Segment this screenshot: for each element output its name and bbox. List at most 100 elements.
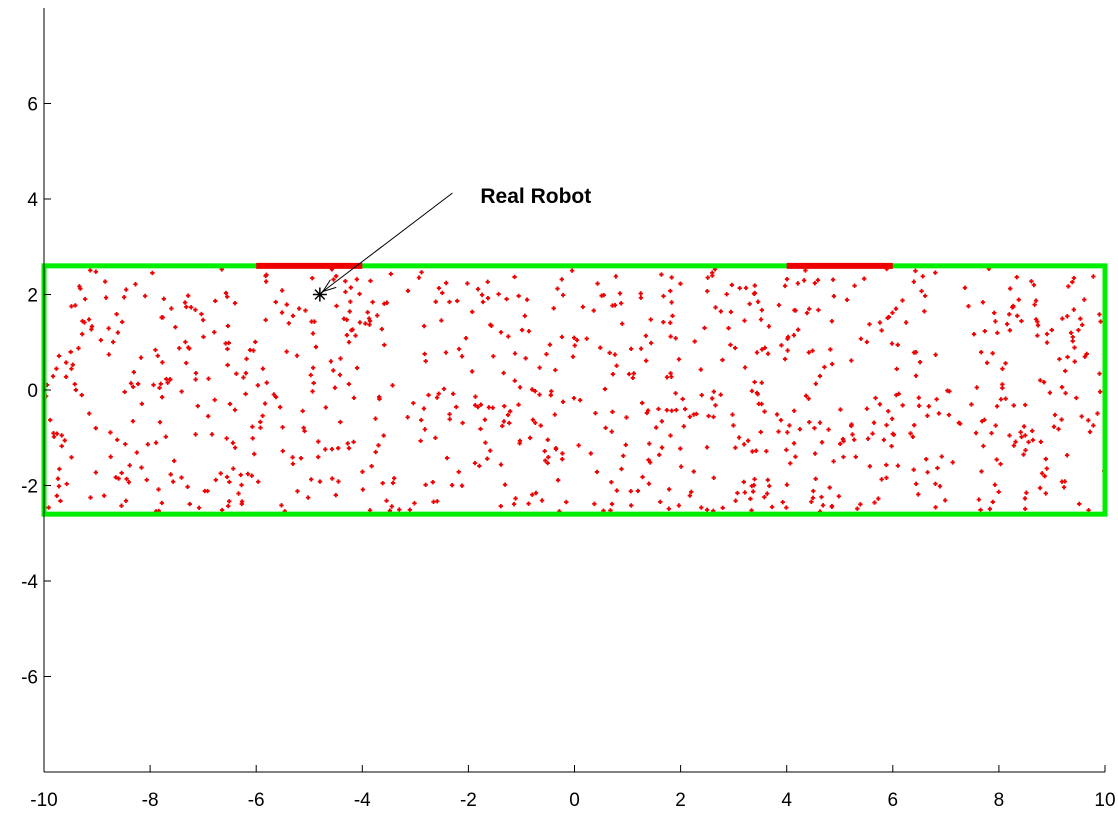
- particle-point: [855, 506, 860, 511]
- particle-point: [687, 414, 693, 419]
- particle-point: [669, 300, 674, 305]
- particle-point: [331, 368, 336, 373]
- particle-point: [552, 412, 558, 417]
- particle-point: [980, 300, 986, 305]
- particle-point: [93, 425, 98, 431]
- particle-point: [86, 317, 92, 322]
- particle-point: [1061, 485, 1067, 490]
- particle-point: [56, 353, 62, 359]
- particle-point: [439, 318, 444, 323]
- particle-point: [290, 455, 295, 460]
- particle-point: [969, 402, 974, 407]
- particle-point: [733, 498, 738, 503]
- particle-point: [373, 416, 378, 421]
- particle-point: [231, 466, 236, 471]
- arrow-head: [321, 279, 337, 293]
- particle-point: [691, 469, 696, 474]
- particle-point: [224, 474, 230, 480]
- particle-point: [227, 479, 232, 485]
- particle-point: [733, 345, 738, 351]
- annotation-layer: Real Robot: [312, 185, 591, 302]
- axes-layer: -10 -8 -6 -4 -2 0 2 4 6 8 10 -6 -4 -2 0 2 4 6: [21, 8, 1116, 811]
- x-tick-label: -4: [354, 790, 371, 811]
- particle-point: [353, 333, 358, 338]
- particle-point: [177, 346, 182, 351]
- particle-point: [791, 408, 797, 413]
- particle-point: [388, 271, 394, 277]
- particle-point: [617, 291, 623, 296]
- particle-point: [877, 402, 883, 407]
- particle-point: [1060, 316, 1065, 321]
- particle-point: [77, 284, 82, 289]
- particle-point: [47, 417, 53, 423]
- particle-point: [433, 299, 438, 304]
- particle-point: [1074, 395, 1079, 401]
- particle-point: [480, 299, 486, 305]
- particle-point: [976, 497, 982, 502]
- particle-point: [376, 443, 381, 448]
- particle-point: [1071, 307, 1077, 312]
- particle-point: [121, 295, 127, 300]
- particle-point: [993, 319, 998, 324]
- particle-point: [502, 482, 508, 487]
- particle-point: [150, 270, 155, 276]
- particle-point: [73, 387, 79, 393]
- particle-point: [159, 395, 165, 400]
- particle-point: [106, 352, 112, 357]
- particle-point: [884, 422, 889, 428]
- particle-point: [957, 421, 963, 426]
- particle-point: [592, 501, 597, 507]
- particle-point: [1011, 403, 1016, 408]
- particle-point: [943, 498, 948, 503]
- particle-point: [280, 425, 285, 430]
- particle-point: [526, 501, 531, 506]
- x-tick-label: 6: [888, 790, 899, 811]
- particle-point: [962, 285, 968, 291]
- particle-point: [225, 323, 231, 329]
- particle-point: [609, 501, 615, 507]
- particle-point: [657, 452, 662, 458]
- particle-point: [360, 469, 365, 474]
- particle-point: [742, 365, 748, 370]
- particle-point: [224, 436, 229, 441]
- particle-point: [853, 454, 858, 460]
- particle-point: [780, 499, 785, 505]
- particle-point: [226, 503, 231, 509]
- particle-point: [106, 326, 111, 331]
- particle-point: [743, 285, 749, 291]
- particle-point: [51, 434, 57, 439]
- particle-point: [504, 296, 509, 302]
- particle-point: [201, 334, 206, 340]
- annotation-label: Real Robot: [480, 185, 591, 208]
- particle-point: [88, 495, 93, 500]
- particle-point: [829, 318, 835, 324]
- particle-point: [199, 311, 204, 317]
- particle-point: [1038, 378, 1043, 383]
- particle-point: [1004, 321, 1010, 327]
- particle-point: [811, 488, 816, 494]
- particle-point: [89, 327, 94, 332]
- particle-point: [187, 501, 192, 507]
- particle-point: [571, 335, 577, 340]
- particle-point: [668, 433, 673, 438]
- particle-point: [173, 324, 178, 330]
- particle-point: [982, 417, 987, 423]
- particle-point: [161, 296, 167, 302]
- particle-point: [645, 408, 651, 413]
- particle-point: [895, 342, 900, 348]
- particle-point: [435, 499, 440, 504]
- particle-point: [841, 454, 846, 460]
- particle-point: [966, 304, 971, 309]
- particle-point: [57, 466, 62, 472]
- particle-point: [1065, 314, 1070, 319]
- particle-point: [817, 373, 823, 379]
- particle-point: [812, 280, 818, 286]
- particle-point: [344, 332, 350, 338]
- particle-point: [889, 443, 894, 449]
- particle-point: [826, 427, 831, 432]
- particle-point: [478, 426, 483, 432]
- particle-point: [391, 476, 397, 481]
- particle-point: [730, 412, 735, 417]
- particle-point: [155, 353, 160, 358]
- particle-point: [1023, 506, 1028, 512]
